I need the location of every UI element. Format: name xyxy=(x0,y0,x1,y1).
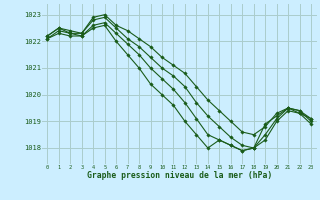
X-axis label: Graphe pression niveau de la mer (hPa): Graphe pression niveau de la mer (hPa) xyxy=(87,171,272,180)
